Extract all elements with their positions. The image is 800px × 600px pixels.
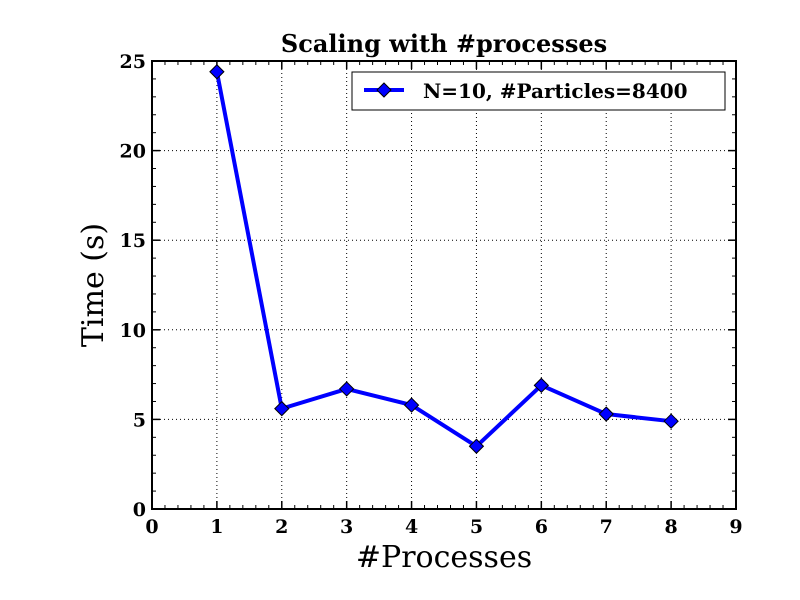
y-tick-label: 0 (133, 499, 146, 521)
x-tick-label: 0 (145, 516, 158, 538)
data-point-marker (533, 377, 550, 394)
x-tick-label: 1 (210, 516, 223, 538)
x-axis-label: #Processes (356, 540, 532, 575)
x-tick-label: 8 (664, 516, 677, 538)
data-point-marker (468, 438, 485, 454)
legend-marker-diamond (376, 82, 392, 98)
x-tick-label: 2 (275, 516, 288, 538)
x-tick-label: 3 (340, 516, 353, 538)
data-point-marker (663, 413, 679, 429)
series-group (209, 64, 679, 454)
y-tick-label: 10 (120, 320, 146, 342)
y-tick-label: 20 (120, 141, 146, 163)
x-tick-label: 7 (600, 516, 613, 538)
x-tick-label: 6 (535, 516, 548, 538)
chart-title: Scaling with #processes (281, 29, 607, 58)
series-line (214, 71, 672, 449)
data-point-marker (338, 381, 355, 397)
y-tick-label: 15 (120, 230, 146, 252)
tick-labels: 0 1 2 3 4 5 6 7 8 9 0 5 10 15 20 25 (120, 51, 743, 538)
y-tick-label: 5 (133, 409, 146, 431)
y-tick-label: 25 (120, 51, 146, 73)
legend: N=10, #Particles=8400 (351, 71, 726, 111)
y-axis-label: Time (s) (76, 223, 111, 347)
legend-box (351, 71, 726, 111)
legend-entry-label: N=10, #Particles=8400 (423, 79, 688, 103)
grid-lines (152, 61, 736, 509)
data-point-marker (403, 397, 420, 413)
plot-frame (151, 60, 737, 510)
data-point-marker (209, 64, 225, 80)
axis-ticks (151, 60, 737, 510)
x-tick-label: 9 (729, 516, 742, 538)
x-tick-label: 4 (405, 516, 418, 538)
data-point-marker (598, 406, 614, 422)
data-point-marker (274, 400, 290, 417)
x-tick-label: 5 (470, 516, 483, 538)
